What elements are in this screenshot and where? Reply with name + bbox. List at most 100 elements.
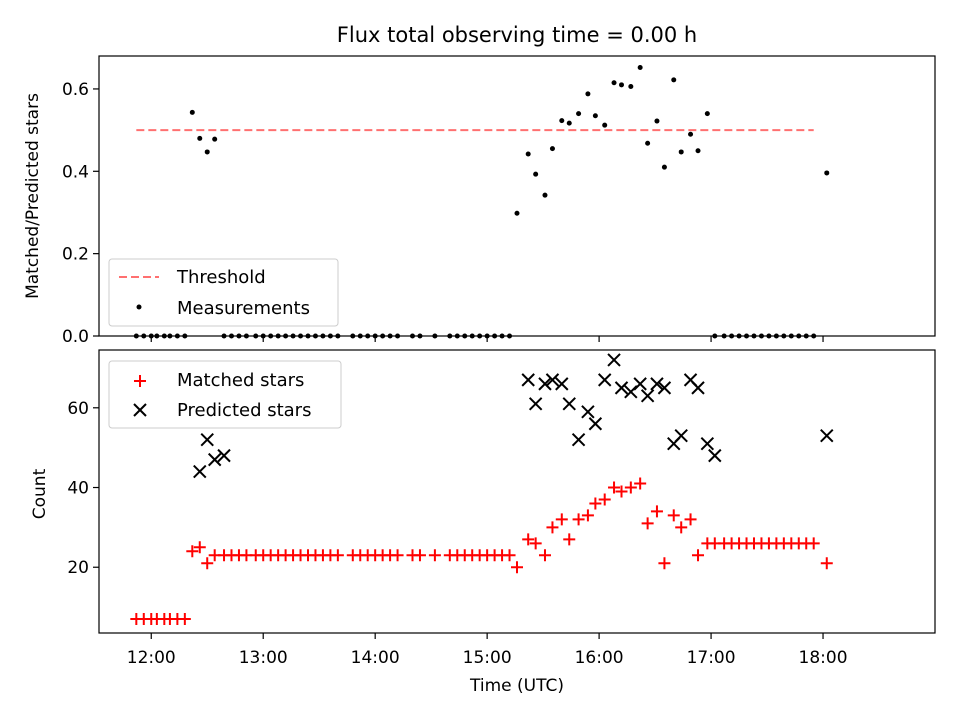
data-point <box>581 509 594 522</box>
data-point <box>684 513 697 526</box>
data-point <box>708 448 722 463</box>
data-point <box>555 377 569 391</box>
x-tick-label: 12:00 <box>127 648 176 668</box>
data-point <box>186 545 199 558</box>
ratio-y-ticks: 0.0 0.2 0.4 0.6 <box>62 80 99 347</box>
data-point <box>428 549 441 562</box>
data-point <box>657 381 672 395</box>
matched-legend-swatch <box>134 375 146 387</box>
data-point <box>619 82 624 88</box>
data-point <box>624 481 637 494</box>
data-point <box>521 373 535 387</box>
ratio-legend-box <box>108 258 339 327</box>
data-point <box>628 83 634 89</box>
data-point <box>824 170 830 176</box>
data-point <box>538 377 552 391</box>
data-point <box>413 549 426 562</box>
data-point <box>700 436 715 451</box>
count-axes: 20 40 60 12:00 13:00 14:00 15:00 16:00 17:00 18:… <box>30 349 936 696</box>
data-point <box>563 533 576 546</box>
matched-stars-series <box>130 477 833 626</box>
data-point <box>692 549 705 562</box>
ratio-y-axis-label: Matched/Predicted stars <box>23 93 43 299</box>
data-point <box>189 109 195 115</box>
data-point <box>691 381 705 395</box>
data-point <box>193 541 206 554</box>
data-point <box>602 122 608 128</box>
predicted-stars-series <box>193 353 834 479</box>
data-point <box>585 91 591 97</box>
y-tick-label: 20 <box>67 558 89 578</box>
count-y-ticks: 20 40 60 <box>67 399 99 578</box>
y-tick-label: 60 <box>67 399 89 419</box>
data-point <box>528 397 543 411</box>
data-point <box>555 513 568 526</box>
data-point <box>615 485 628 498</box>
data-point <box>820 557 833 570</box>
data-point <box>566 120 572 126</box>
predicted-legend-swatch <box>133 403 147 417</box>
data-point <box>529 537 542 550</box>
y-tick-label: 0.0 <box>62 327 89 347</box>
data-point <box>598 493 611 506</box>
data-point <box>538 549 551 562</box>
data-point <box>559 118 565 124</box>
data-point <box>608 481 621 494</box>
data-point <box>589 497 602 510</box>
data-point <box>581 405 595 419</box>
y-tick-label: 0.2 <box>62 245 89 265</box>
data-point <box>675 521 688 534</box>
count-legend-box <box>108 360 342 429</box>
data-point <box>204 149 210 155</box>
data-point <box>197 135 203 141</box>
count-marks <box>130 353 834 626</box>
data-point <box>611 80 617 86</box>
data-point <box>533 171 539 177</box>
ratio-x-ticks <box>150 336 824 342</box>
data-point <box>193 464 207 479</box>
data-point <box>671 77 677 83</box>
data-point <box>588 417 603 431</box>
data-point <box>503 549 516 562</box>
data-point <box>212 136 218 142</box>
count-y-axis-label: Count <box>30 468 50 519</box>
data-point <box>217 448 231 463</box>
x-tick-label: 14:00 <box>351 648 400 668</box>
data-point <box>522 533 535 546</box>
count-legend: Matched stars Predicted stars <box>108 360 342 429</box>
data-point <box>200 432 214 447</box>
data-point <box>661 164 667 170</box>
x-tick-label: 17:00 <box>687 648 736 668</box>
data-point <box>207 452 222 467</box>
data-point <box>667 509 680 522</box>
data-point <box>658 557 671 570</box>
measurements-legend-swatch <box>136 304 142 310</box>
data-point <box>678 149 684 155</box>
data-point <box>654 118 660 124</box>
ratio-legend: Threshold Measurements <box>108 258 339 327</box>
data-point <box>607 353 621 367</box>
data-point <box>391 549 404 562</box>
ratio-axes: Flux total observing time = 0.00 h 0.00.… <box>23 23 936 347</box>
data-point <box>562 397 576 411</box>
data-point <box>645 140 651 146</box>
data-point <box>571 432 586 447</box>
matched-legend-label: Matched stars <box>177 370 304 391</box>
predicted-legend-label: Predicted stars <box>177 400 311 421</box>
x-axis-label: Time (UTC) <box>469 676 564 696</box>
threshold-legend-label: Threshold <box>176 267 266 288</box>
x-tick-label: 13:00 <box>239 648 288 668</box>
data-point <box>704 111 710 117</box>
data-point <box>546 521 559 534</box>
y-tick-label: 40 <box>67 479 89 499</box>
data-point <box>614 381 629 395</box>
data-point <box>674 428 688 443</box>
data-point <box>637 65 643 71</box>
y-tick-label: 0.6 <box>62 80 89 100</box>
ratio-axes-frame <box>98 55 936 337</box>
data-point <box>640 389 655 403</box>
data-point <box>641 517 654 530</box>
data-point <box>688 131 694 137</box>
data-point <box>201 557 214 570</box>
